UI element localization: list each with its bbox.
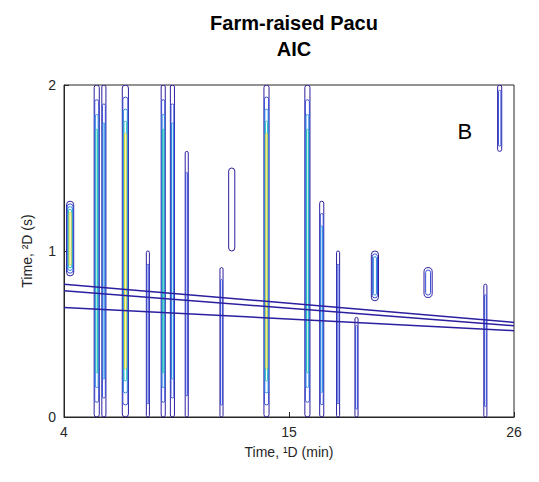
svg-text:AIC: AIC bbox=[277, 38, 311, 60]
svg-text:B: B bbox=[458, 119, 473, 144]
svg-text:Farm-raised Pacu: Farm-raised Pacu bbox=[210, 12, 378, 34]
svg-text:26: 26 bbox=[506, 424, 522, 440]
svg-text:15: 15 bbox=[281, 424, 297, 440]
svg-text:Time, ²D (s): Time, ²D (s) bbox=[19, 214, 35, 287]
svg-text:Time, ¹D (min): Time, ¹D (min) bbox=[245, 444, 334, 460]
svg-text:4: 4 bbox=[60, 424, 68, 440]
svg-text:0: 0 bbox=[48, 409, 56, 425]
svg-text:2: 2 bbox=[48, 77, 56, 93]
svg-text:1: 1 bbox=[48, 243, 56, 259]
